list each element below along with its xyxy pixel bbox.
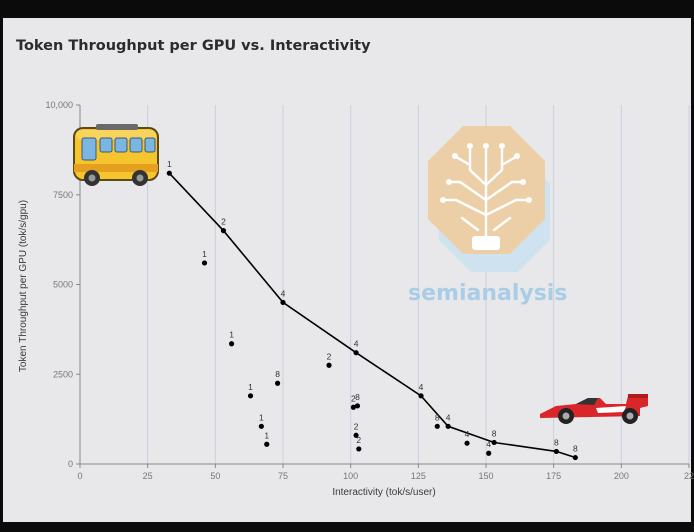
y-axis-label: Token Throughput per GPU (tok/s/gpu) [18, 200, 29, 372]
x-tick-label: 100 [343, 471, 358, 481]
x-tick-label: 175 [546, 471, 561, 481]
x-tick-label: 125 [411, 471, 426, 481]
data-point-label: 8 [355, 392, 360, 402]
x-axis-label: Interactivity (tok/s/user) [332, 487, 435, 498]
data-point [354, 403, 361, 409]
data-point [572, 454, 578, 461]
x-tick-label: 50 [210, 471, 220, 481]
data-point-label: 1 [264, 430, 269, 440]
data-point [220, 228, 227, 234]
data-point-label: 8 [492, 428, 497, 438]
y-tick-label: 2500 [53, 369, 73, 379]
data-point-label: 2 [327, 351, 332, 361]
data-point [258, 423, 264, 429]
data-point-label: 4 [465, 429, 470, 439]
x-tick-label: 0 [77, 471, 82, 481]
data-point-label: 8 [435, 412, 440, 422]
x-tick-label: 200 [614, 471, 629, 481]
x-tick-label: 150 [478, 471, 493, 481]
data-point-label: 4 [281, 288, 286, 298]
data-point [326, 362, 332, 368]
axes: 0 25 50 75 100 125 150 175 200 22025005000750010,… [45, 100, 694, 481]
data-point [445, 423, 451, 429]
x-tick-label: 75 [278, 471, 288, 481]
tree-icon [444, 148, 528, 242]
data-point [464, 440, 470, 446]
y-tick-label: 5000 [53, 280, 73, 290]
race-car-icon [540, 394, 648, 424]
data-point-label: 1 [229, 330, 234, 340]
chart-title: Token Throughput per GPU vs. Interactivi… [16, 38, 371, 54]
data-point-label: 1 [259, 412, 264, 422]
data-point [553, 448, 559, 455]
data-point [434, 423, 440, 429]
data-point-label: 4 [486, 439, 491, 449]
data-point-label: 4 [446, 412, 451, 422]
data-point [350, 404, 356, 410]
brand-wordmark: semianalysis [408, 281, 567, 306]
data-point [228, 341, 235, 347]
data-point-label: 2 [354, 421, 359, 431]
bus-icon [73, 124, 159, 186]
data-point [356, 446, 362, 452]
data-point-label: 4 [354, 339, 359, 349]
data-point [201, 260, 208, 266]
x-tick-label: 22 [684, 471, 694, 481]
data-point-label: 2 [221, 217, 226, 227]
data-point [247, 393, 254, 399]
data-point-label: 4 [419, 382, 424, 392]
y-tick-label: 0 [68, 459, 73, 469]
data-point-label: 1 [202, 249, 207, 259]
data-point-label: 8 [554, 437, 559, 447]
semianalysis-logo: semianalysis [408, 126, 567, 306]
data-point-label: 8 [275, 369, 280, 379]
data-point-label: 2 [356, 435, 361, 445]
data-point-label: 8 [573, 444, 578, 454]
data-point-label: 1 [248, 382, 253, 392]
y-tick-label: 7500 [53, 190, 73, 200]
data-point [280, 299, 286, 306]
data-point-label: 1 [167, 159, 172, 169]
y-tick-label: 10,000 [45, 100, 73, 110]
data-point [166, 170, 172, 176]
data-point [418, 393, 424, 399]
data-point [486, 450, 492, 456]
chart-panel [3, 18, 691, 522]
data-point [353, 350, 359, 356]
data-point [274, 380, 281, 386]
x-tick-label: 25 [143, 471, 153, 481]
data-point [353, 432, 359, 438]
data-point-label: 2 [351, 393, 356, 403]
data-point [491, 439, 497, 446]
data-point [264, 441, 270, 447]
